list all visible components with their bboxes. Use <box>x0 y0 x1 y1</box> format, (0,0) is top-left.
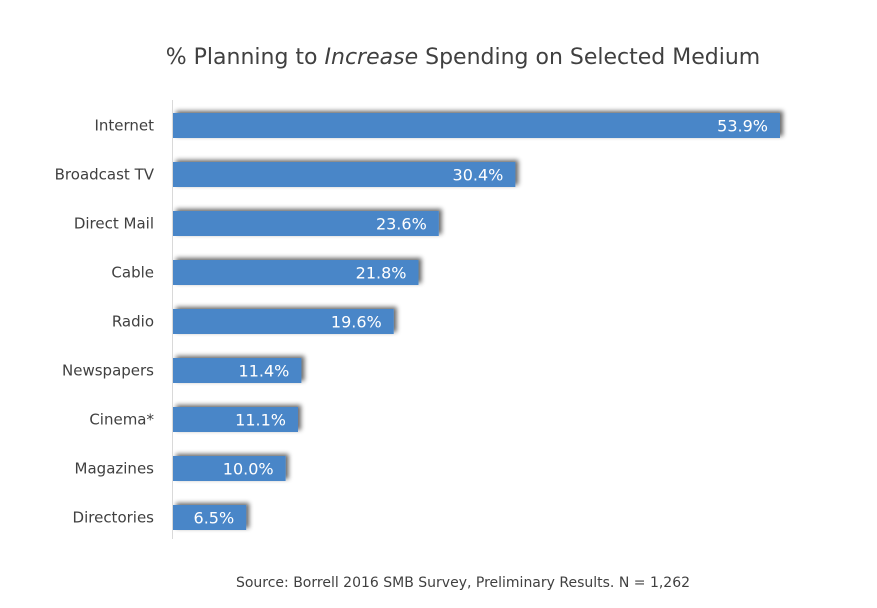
bar-cable <box>173 260 419 285</box>
category-label: Radio <box>112 313 154 331</box>
value-label: 23.6% <box>376 215 427 234</box>
chart-title: % Planning to Increase Spending on Selec… <box>166 45 760 70</box>
bar-broadcast-tv <box>173 162 516 187</box>
value-labels: 53.9% 30.4% 23.6% 21.8% 19.6% 11.4% 11.1% 10.0%… <box>194 117 768 528</box>
bar-cinema <box>173 407 299 432</box>
bars-group <box>173 113 780 530</box>
value-label: 11.4% <box>239 362 290 381</box>
category-label: Cable <box>111 264 154 282</box>
chart-title-part: Spending on Selected Medium <box>418 45 760 70</box>
bar-radio <box>173 309 394 334</box>
category-labels: Internet Broadcast TV Direct Mail Cable Radi… <box>55 117 155 527</box>
value-label: 21.8% <box>356 264 407 283</box>
category-label: Internet <box>94 117 154 135</box>
category-label: Directories <box>73 509 155 527</box>
bar-directories <box>173 505 247 530</box>
value-label: 10.0% <box>223 460 274 479</box>
bar-direct-mail <box>173 211 439 236</box>
chart-title-part: % Planning to <box>166 45 325 70</box>
value-label: 19.6% <box>331 313 382 332</box>
value-label: 6.5% <box>194 509 235 528</box>
bar-newspapers <box>173 358 302 383</box>
bar-internet <box>173 113 780 138</box>
category-label: Direct Mail <box>74 215 154 233</box>
bar-magazines <box>173 456 286 481</box>
category-label: Newspapers <box>62 362 154 380</box>
source-note: Source: Borrell 2016 SMB Survey, Prelimi… <box>236 575 690 591</box>
category-label: Magazines <box>75 460 155 478</box>
value-label: 53.9% <box>717 117 768 136</box>
category-label: Broadcast TV <box>55 166 155 184</box>
value-label: 30.4% <box>453 166 504 185</box>
value-label: 11.1% <box>235 411 286 430</box>
category-label: Cinema* <box>89 411 154 429</box>
chart-title-part: Increase <box>325 45 419 70</box>
